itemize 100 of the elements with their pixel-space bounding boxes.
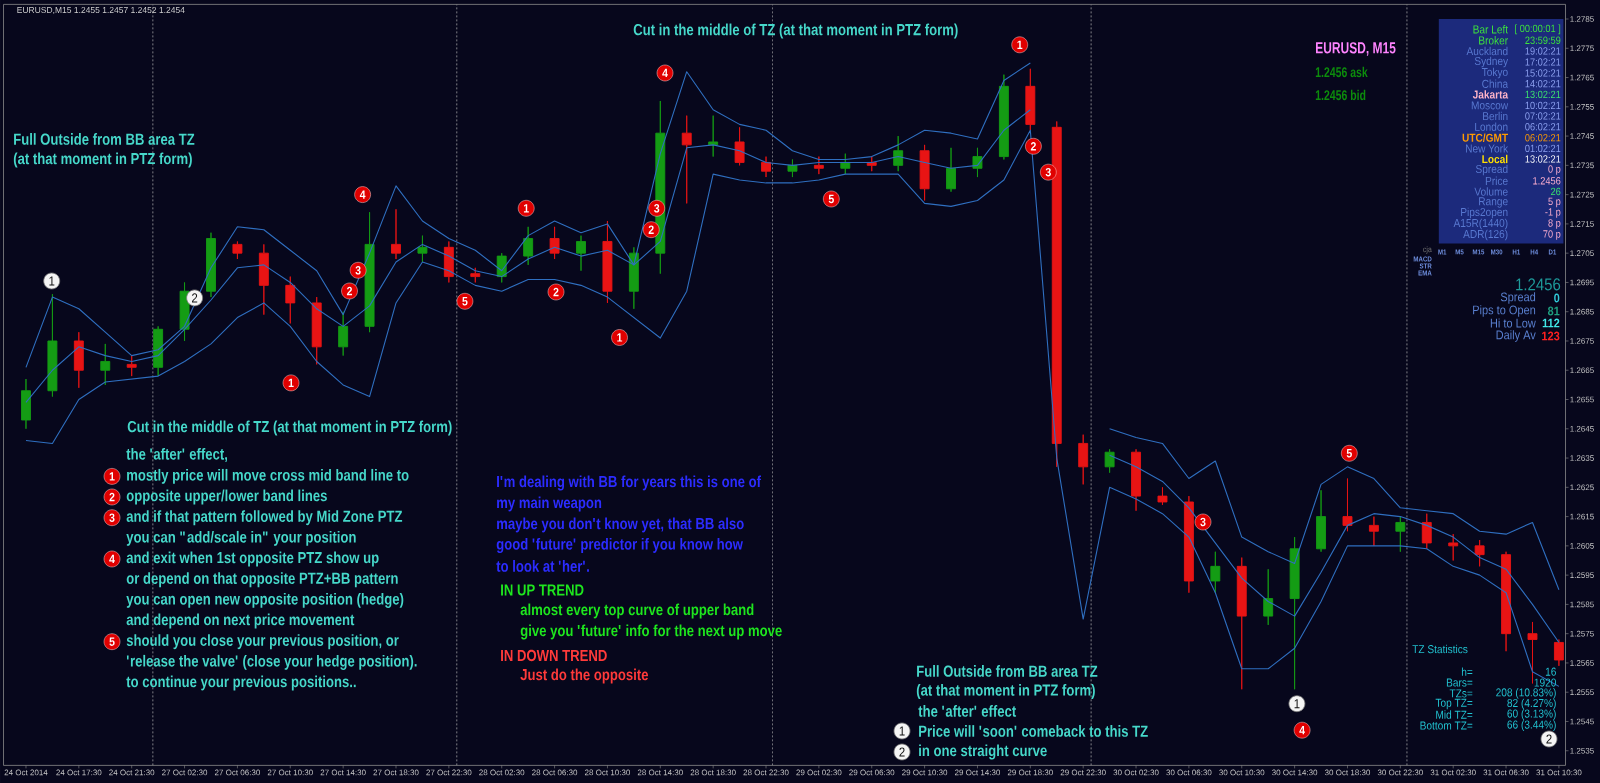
y-tick-label: 1.2725 <box>1570 191 1594 198</box>
annotation: 2 <box>346 286 353 296</box>
x-tick-label: 29 Oct 18:30 <box>1007 769 1053 776</box>
annotation: 208 (10.83%) <box>1496 688 1556 699</box>
x-tick-label: 30 Oct 18:30 <box>1324 769 1371 776</box>
annotation: Cut in the middle of TZ (at that moment in PTZ form) <box>633 23 958 39</box>
annotation: 26 <box>1551 187 1561 196</box>
annotation: IN UP TREND <box>501 584 584 596</box>
annotation: Volume <box>1474 187 1508 196</box>
annotation: Pips to Open <box>1473 305 1536 317</box>
annotation: Bars= <box>1446 678 1473 687</box>
x-tick-label: 28 Oct 14:30 <box>637 769 683 776</box>
annotation: Cut in the middle of TZ (at that moment in PTZ form) <box>127 420 452 436</box>
annotation: Just do the opposite <box>520 668 649 684</box>
candlestick <box>1421 513 1432 550</box>
candlestick <box>523 226 534 266</box>
candlestick <box>232 241 243 260</box>
annotation: the 'after' effect <box>918 705 1017 717</box>
annotation: cja <box>1423 246 1432 254</box>
annotation: 81 <box>1547 306 1560 316</box>
annotation: Top TZ= <box>1435 698 1473 710</box>
annotation: 4 <box>1299 726 1305 735</box>
y-tick-label: 1.2595 <box>1570 572 1594 578</box>
candlestick <box>761 156 771 178</box>
x-tick-label: 30 Oct 02:30 <box>1113 769 1159 776</box>
annotation: 5 <box>109 637 115 646</box>
candlestick <box>1236 557 1247 690</box>
y-tick-label: 1.2665 <box>1570 367 1594 374</box>
candlestick <box>21 378 31 430</box>
candlestick <box>1157 486 1168 506</box>
candlestick <box>126 355 137 377</box>
annotation: Sydney <box>1474 56 1509 68</box>
annotation: 1 <box>109 472 115 481</box>
annotation: Full Outside from BB area TZ <box>14 133 195 145</box>
annotation: ADR(126) <box>1463 229 1508 241</box>
candlestick <box>1342 478 1353 532</box>
candlestick <box>417 235 428 263</box>
x-tick-label: 29 Oct 14:30 <box>954 769 1001 776</box>
annotation: 66 (3.44%) <box>1507 720 1556 731</box>
annotation: (at that moment in PTZ form) <box>13 152 192 168</box>
y-tick-label: 1.2575 <box>1570 630 1594 637</box>
annotation: 82 (4.27%) <box>1507 698 1556 710</box>
x-tick-label: 30 Oct 10:30 <box>1219 769 1265 776</box>
annotation: 1 <box>899 726 905 736</box>
candlestick <box>946 147 956 193</box>
annotation: 4 <box>359 190 366 199</box>
y-tick-label: 1.2775 <box>1570 45 1594 52</box>
annotation: 16 <box>1545 667 1556 676</box>
annotation: 10:02:21 <box>1525 101 1561 110</box>
candlestick <box>681 115 692 204</box>
candlestick <box>1553 639 1564 667</box>
annotation: Bottom TZ= <box>1420 721 1473 730</box>
annotation: 5 <box>462 297 468 306</box>
x-tick-label: 31 Oct 06:30 <box>1483 769 1529 776</box>
annotation: UTC/GMT <box>1462 133 1509 142</box>
candlestick <box>549 226 560 260</box>
annotation: 01:02:21 <box>1525 144 1561 153</box>
annotation: and if that pattern followed by Mid Zone PTZ <box>126 510 403 526</box>
annotation: 4 <box>662 68 668 78</box>
y-tick-label: 1.2545 <box>1570 718 1594 725</box>
annotation: mostly price will move cross mid band line to <box>127 468 409 484</box>
candlestick <box>813 156 824 175</box>
annotation: IN DOWN TREND <box>501 649 607 662</box>
annotation: the 'after' effect, <box>126 447 227 463</box>
annotation: Full Outside from BB area TZ <box>917 665 1098 677</box>
annotation: Spread <box>1500 292 1536 304</box>
y-tick-label: 1.2635 <box>1570 455 1594 461</box>
y-tick-label: 1.2555 <box>1570 689 1594 696</box>
annotation: 70 p <box>1543 230 1561 240</box>
annotation: 1 <box>288 378 294 388</box>
y-tick-label: 1.2655 <box>1570 396 1594 403</box>
x-tick-label: 30 Oct 22:30 <box>1377 769 1423 776</box>
annotation: in one straight curve <box>919 744 1047 760</box>
annotation: 1 <box>1017 40 1023 49</box>
x-tick-label: 24 Oct 2014 <box>4 769 48 776</box>
candlestick <box>285 276 296 324</box>
y-tick-label: 1.2565 <box>1570 660 1594 666</box>
x-tick-label: 29 Oct 10:30 <box>902 769 948 776</box>
annotation: 2 <box>1546 734 1552 744</box>
x-tick-label: 27 Oct 18:30 <box>373 769 419 776</box>
candlestick <box>1183 495 1194 594</box>
annotation: London <box>1475 122 1508 131</box>
annotation: Tokyo <box>1481 67 1508 79</box>
annotation: Pips2open <box>1461 207 1508 219</box>
annotation: 8 p <box>1548 219 1561 229</box>
candlestick <box>734 126 745 166</box>
candlestick <box>1289 536 1300 690</box>
candlestick <box>1104 448 1115 474</box>
annotation: I'm dealing with BB for years this is one of <box>497 475 762 491</box>
annotation: 3 <box>654 204 660 213</box>
annotation: 2 <box>899 747 905 757</box>
annotation: 15:02:21 <box>1525 69 1561 77</box>
annotation: Price <box>1485 176 1508 186</box>
annotation: [ 00:00:01 ] <box>1515 24 1561 35</box>
annotation: 1.2456 ask <box>1315 66 1368 78</box>
y-tick-label: 1.2755 <box>1570 103 1594 110</box>
annotation: 123 <box>1542 331 1560 341</box>
annotation: 07:02:21 <box>1525 112 1561 120</box>
annotation: maybe you don't know yet, that BB also <box>497 517 744 533</box>
candlestick <box>1501 551 1511 652</box>
